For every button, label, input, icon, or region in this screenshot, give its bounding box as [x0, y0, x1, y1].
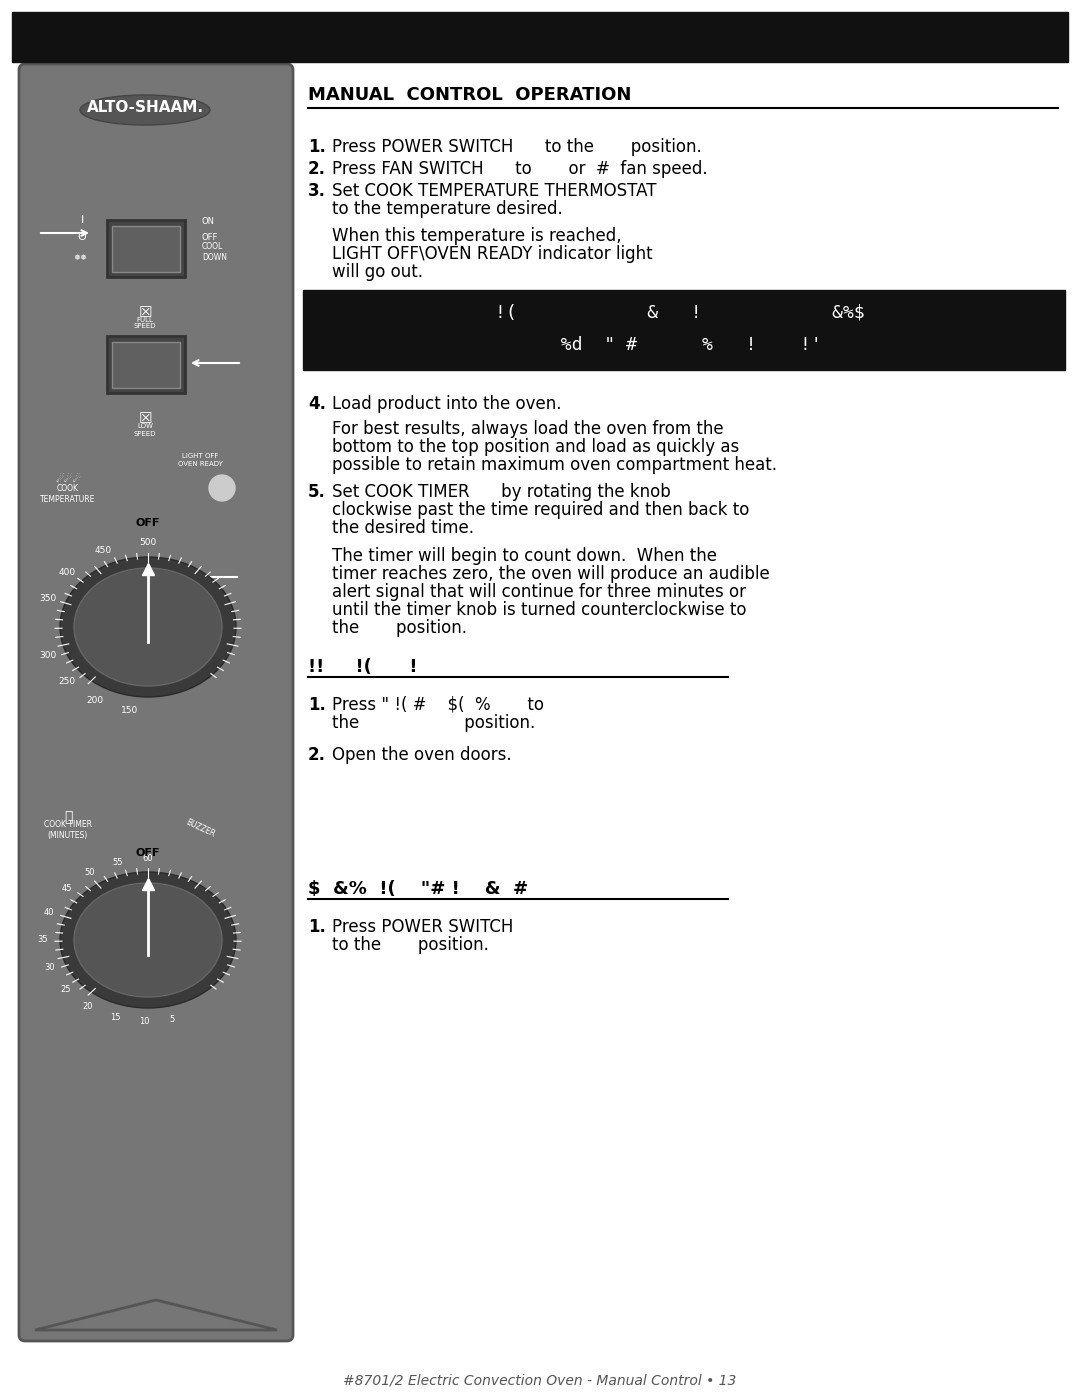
Text: COOL
DOWN: COOL DOWN	[202, 242, 227, 261]
Ellipse shape	[75, 569, 222, 686]
Text: the desired time.: the desired time.	[332, 520, 474, 536]
Text: OFF: OFF	[202, 232, 218, 242]
Text: bottom to the top position and load as quickly as: bottom to the top position and load as q…	[332, 439, 739, 455]
Text: Press POWER SWITCH: Press POWER SWITCH	[332, 918, 513, 936]
Text: COOK TIMER
(MINUTES): COOK TIMER (MINUTES)	[44, 820, 92, 840]
Text: ALTO-SHAAM.: ALTO-SHAAM.	[86, 99, 203, 115]
Text: LOW
SPEED: LOW SPEED	[134, 423, 157, 436]
Text: 55: 55	[112, 858, 122, 868]
Text: until the timer knob is turned counterclockwise to: until the timer knob is turned countercl…	[332, 601, 746, 619]
Text: 250: 250	[58, 676, 76, 686]
Text: When this temperature is reached,: When this temperature is reached,	[332, 226, 622, 244]
Text: the       position.: the position.	[332, 619, 467, 637]
Text: ❅❅: ❅❅	[73, 253, 87, 263]
Text: OFF: OFF	[136, 518, 160, 528]
Text: timer reaches zero, the oven will produce an audible: timer reaches zero, the oven will produc…	[332, 564, 770, 583]
Text: The timer will begin to count down.  When the: The timer will begin to count down. When…	[332, 548, 717, 564]
Text: 3.: 3.	[308, 182, 326, 200]
Bar	[303, 291, 1065, 370]
Text: 500: 500	[139, 538, 157, 548]
Text: to the temperature desired.: to the temperature desired.	[332, 200, 563, 218]
Text: LIGHT OFF
OVEN READY: LIGHT OFF OVEN READY	[177, 454, 222, 467]
Ellipse shape	[80, 95, 210, 124]
Text: !!     !(      !: !! !( !	[308, 658, 418, 676]
Text: 25: 25	[60, 985, 70, 995]
Text: ☄☄☄: ☄☄☄	[55, 474, 81, 483]
Text: Press POWER SWITCH      to the       position.: Press POWER SWITCH to the position.	[332, 138, 702, 156]
Text: Load product into the oven.: Load product into the oven.	[332, 395, 562, 414]
Text: 35: 35	[38, 936, 49, 944]
Text: For best results, always load the oven from the: For best results, always load the oven f…	[332, 420, 724, 439]
Text: OPERATING  INSTRUCTIONS: OPERATING INSTRUCTIONS	[248, 20, 832, 54]
Text: !(            &   !            &%$: !( & ! &%$	[495, 303, 865, 321]
Text: ☒: ☒	[138, 411, 152, 426]
Text: Press " !( #    $(  %       to: Press " !( # $( % to	[332, 696, 544, 714]
Text: 2.: 2.	[308, 161, 326, 177]
Text: to the       position.: to the position.	[332, 936, 489, 954]
Text: Set COOK TIMER      by rotating the knob: Set COOK TIMER by rotating the knob	[332, 483, 671, 502]
Bar	[112, 342, 180, 388]
Text: I: I	[80, 215, 83, 225]
Text: 45: 45	[62, 884, 71, 894]
Text: %d  " #      %   !    !': %d " # % ! !'	[539, 337, 822, 353]
Text: 5.: 5.	[308, 483, 326, 502]
Bar	[112, 226, 180, 272]
Text: FULL
SPEED: FULL SPEED	[134, 317, 157, 330]
Text: 5: 5	[168, 1014, 174, 1024]
Text: O: O	[78, 232, 86, 242]
Text: Set COOK TEMPERATURE THERMOSTAT: Set COOK TEMPERATURE THERMOSTAT	[332, 182, 657, 200]
Text: 400: 400	[58, 569, 76, 577]
FancyBboxPatch shape	[19, 64, 293, 1341]
Text: ☒: ☒	[138, 305, 152, 320]
Text: BUZZER: BUZZER	[184, 817, 216, 838]
Text: 4.: 4.	[308, 395, 326, 414]
Text: OFF: OFF	[136, 848, 160, 858]
Bar	[107, 337, 185, 393]
Text: 200: 200	[86, 696, 104, 704]
Text: $  &%  !(    "# !    &  #: $ &% !( "# ! & #	[308, 880, 528, 898]
Bar	[107, 219, 185, 277]
Text: ON: ON	[202, 218, 215, 226]
Ellipse shape	[75, 883, 222, 997]
Text: 10: 10	[139, 1017, 150, 1025]
Text: #8701/2 Electric Convection Oven - Manual Control • 13: #8701/2 Electric Convection Oven - Manua…	[343, 1373, 737, 1387]
Text: the                    position.: the position.	[332, 714, 536, 732]
Text: Open the oven doors.: Open the oven doors.	[332, 746, 512, 764]
Text: Press FAN SWITCH      to       or  #  fan speed.: Press FAN SWITCH to or # fan speed.	[332, 161, 707, 177]
Text: 150: 150	[121, 705, 138, 714]
Text: possible to retain maximum oven compartment heat.: possible to retain maximum oven compartm…	[332, 455, 777, 474]
Text: 15: 15	[110, 1013, 121, 1021]
Text: ⏱: ⏱	[64, 810, 72, 824]
Text: COOK
TEMPERATURE: COOK TEMPERATURE	[40, 485, 96, 504]
Text: 300: 300	[40, 651, 57, 661]
Bar	[12, 13, 1068, 61]
Text: 40: 40	[44, 908, 55, 916]
Circle shape	[210, 475, 235, 502]
Text: 1.: 1.	[308, 696, 326, 714]
Text: LIGHT OFF\OVEN READY indicator light: LIGHT OFF\OVEN READY indicator light	[332, 244, 652, 263]
Ellipse shape	[60, 872, 237, 1009]
Text: clockwise past the time required and then back to: clockwise past the time required and the…	[332, 502, 750, 520]
Text: alert signal that will continue for three minutes or: alert signal that will continue for thre…	[332, 583, 746, 601]
Text: 1.: 1.	[308, 918, 326, 936]
Text: 20: 20	[82, 1002, 93, 1011]
Text: 450: 450	[95, 546, 111, 555]
Text: 50: 50	[84, 868, 95, 877]
Text: MANUAL  CONTROL  OPERATION: MANUAL CONTROL OPERATION	[308, 87, 632, 103]
Text: 2.: 2.	[308, 746, 326, 764]
Text: will go out.: will go out.	[332, 263, 423, 281]
Text: 1.: 1.	[308, 138, 326, 156]
Text: 30: 30	[44, 964, 55, 972]
Text: 60: 60	[143, 855, 153, 863]
Polygon shape	[35, 1301, 276, 1330]
Ellipse shape	[60, 557, 237, 697]
Text: 350: 350	[40, 594, 57, 602]
